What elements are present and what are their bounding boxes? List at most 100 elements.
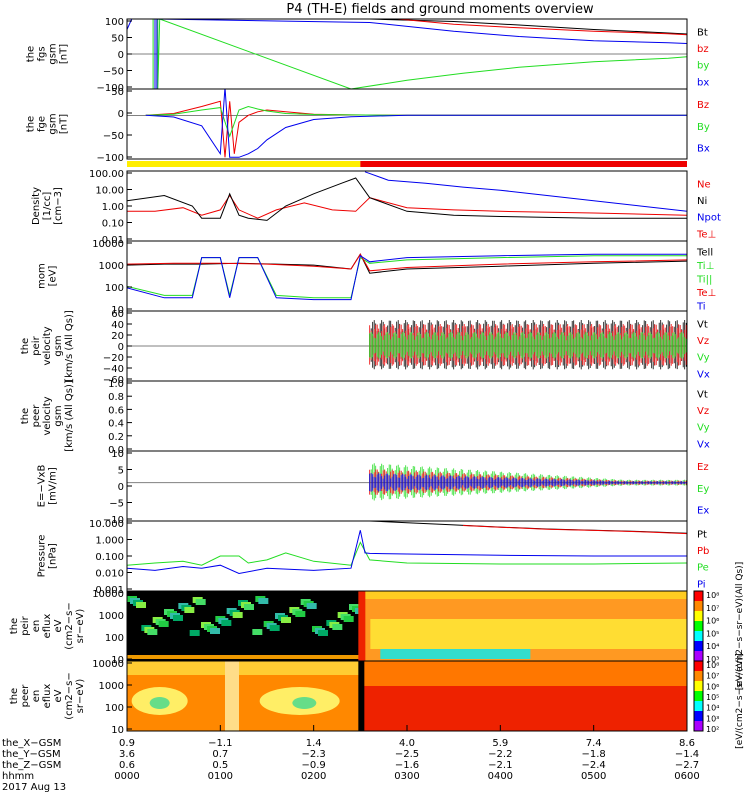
y-tick-label: 0.01 [102,235,124,246]
y-axis-label: [1/cc] [42,192,53,221]
legend-entry: Vx [697,439,710,450]
x-row-label: the_Y−GSM [2,749,61,760]
x-tick-label: −1.8 [582,749,606,760]
x-tick-label: 0.6 [119,760,135,771]
y-axis-label: eflux [42,614,53,639]
y-axis-label: the [20,338,31,354]
x-tick-label: −2.1 [488,760,512,771]
series-line [462,525,687,535]
legend-entry: Bx [697,144,710,155]
legend-entry: bz [697,44,709,55]
y-axis-label: [nPa] [48,543,59,569]
y-tick-label: 1000 [99,611,124,622]
x-axis: the_X−GSM 0.9 −1.1 1.4 4.0 5.9 7.4 8.6 the_Y−GSM… [2,725,700,793]
x-row-label: the_Z−GSM [2,760,61,771]
y-axis-label: peer [20,684,31,708]
legend-entry: Bz [697,100,709,111]
chart-title: P4 (TH-E) fields and ground moments over… [286,2,594,17]
spectrogram-blob-core [292,697,317,709]
colorbar-tick-label: 10⁷ [706,604,719,613]
series-line [397,19,687,36]
spectrogram-cell [269,625,280,631]
y-tick-label: 0 [118,109,124,120]
x-tick-label: 0300 [394,771,419,782]
y-axis-label: eV [53,689,64,702]
x-tick-label: 0600 [674,771,699,782]
colorbar: 10⁸ 10⁷ 10⁶ 10⁵ 10⁴ 10³ [693,590,719,664]
x-tick-label: 0500 [581,771,606,782]
colorbar-segment [694,721,703,732]
series-group [127,171,687,221]
colorbar-segment [694,601,703,612]
legend-entry: Bt [697,27,708,38]
y-tick-label: 0.010 [95,569,124,580]
x-tick-label: −1.1 [208,738,232,749]
y-tick-label: 0.2 [108,432,124,443]
y-tick-label: 0.001 [95,585,124,596]
y-axis-label: mom [37,263,48,289]
y-tick-label: 1000 [99,681,124,692]
y-axis-label: [eV] [48,266,59,287]
legend-entry: Vy [697,353,710,364]
panel-7: Ez Ey Ex 10 5 0 −5 −10 E=−VxB [mV/m] [37,449,710,526]
panel-frame [126,240,688,312]
spectrogram-column [225,661,239,731]
series-group [145,89,687,158]
y-tick-label: 1.000 [95,536,124,547]
legend-entry: by [697,61,709,72]
spectrogram-cell [158,621,169,627]
legend-entry: Ti|| [696,275,712,286]
y-axis-label: peir [20,615,31,635]
colorbar-frame [693,660,704,732]
panel-frame [126,88,688,160]
colorbar-tick-label: 10⁸ [706,661,719,670]
panel-8: Pt Pb Pe Pi 10.000 1.000 0.100 0.010 0.001 Pressu… [37,519,710,596]
legend-entry: Vt [697,319,708,330]
series-group [369,463,687,501]
spectrogram-blob-core [149,697,170,709]
y-axis-label: the [26,46,37,62]
legend-entry: Pe [697,563,709,574]
legend: Pt Pb Pe Pi [697,529,709,590]
spectrogram [127,661,687,731]
series-group [127,19,687,89]
series-line [145,89,687,158]
legend-entry: Vx [697,369,710,380]
state-bar-yellow [127,161,361,167]
spectrogram-cell [252,629,263,635]
series-noise-0 [369,463,687,501]
panel-1: Bt bz by bx 100 50 0 −50 −100 the fgs gsm [nT] [26,17,710,94]
colorbar-label: [eV/(cm2−s−sr−eV)] [735,653,745,749]
spectrogram-cell [147,629,158,635]
y-tick-label: 0.100 [95,552,124,563]
spectrogram-right-mid [370,619,687,649]
x-tick-label: 0200 [301,771,326,782]
spectrogram-cell [136,602,146,608]
y-tick-label: 1000 [99,261,124,272]
spectrogram-divider [358,661,365,731]
legend-entry: Npot [697,213,721,224]
spectrogram-cell [343,616,354,622]
x-tick-label: 3.6 [119,749,135,760]
y-tick-label: 50 [111,34,124,45]
y-tick-label: 5 [118,466,124,477]
spectrogram-cell [210,628,220,634]
y-axis-label: fge [37,116,48,132]
colorbar-segment [694,631,703,642]
state-bar [127,161,687,167]
y-tick-label: −10 [103,515,124,526]
y-tick-label: 1.0 [108,379,124,390]
y-tick-label: 0.0 [108,445,124,456]
y-tick-label: −5 [109,499,124,510]
y-axis-label: [cm−3] [53,187,64,225]
y-tick-label: −50 [103,67,124,78]
y-axis-label: (cm2−s− [64,602,75,649]
y-axis-label: velocity [42,396,53,435]
legend-entry: Ne [697,179,711,190]
legend-entry: Pt [697,529,707,540]
y-tick-label: 10 [111,725,124,736]
panel-3: Ne Ni Npot Te⊥ 100.00 10.00 1.00 0.10 0.01 Densit… [31,169,721,246]
